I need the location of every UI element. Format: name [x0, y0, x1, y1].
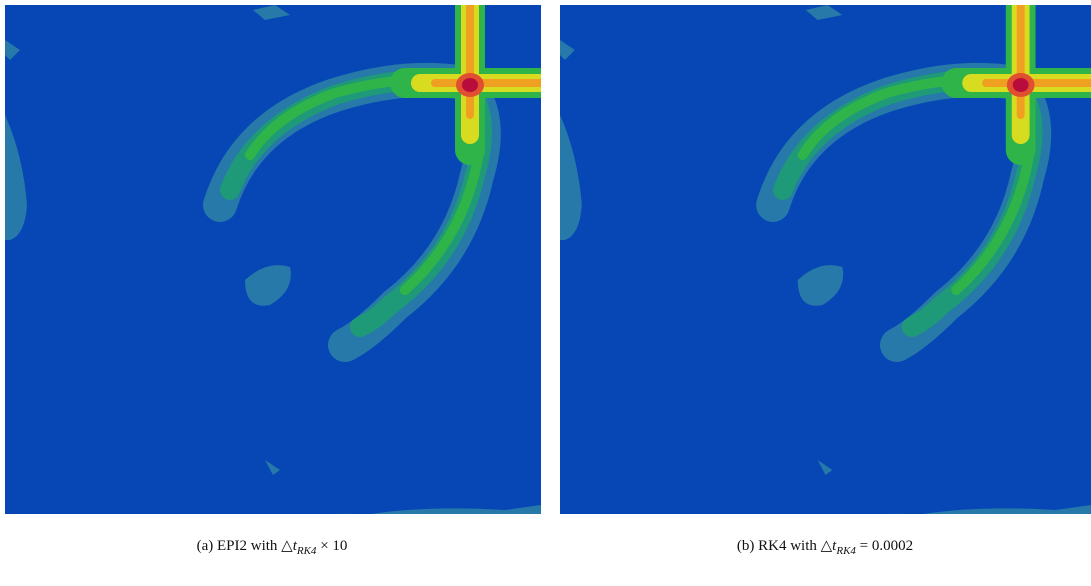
- panel-a-plot: [5, 5, 541, 525]
- panel-b-group: [560, 5, 1091, 525]
- caption-b: (b) RK4 with △tRK4 = 0.0002: [737, 538, 913, 558]
- caption-a: (a) EPI2 with △tRK4 × 10: [197, 538, 348, 558]
- panel-b-plot: [560, 5, 1091, 525]
